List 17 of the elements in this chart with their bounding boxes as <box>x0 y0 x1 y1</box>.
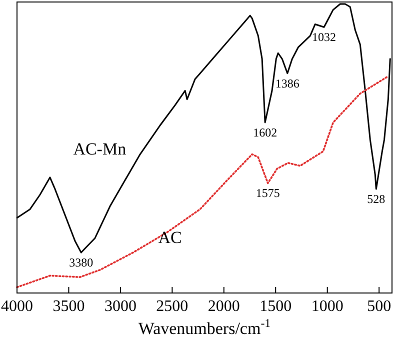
x-tick-label: 1500 <box>260 298 292 315</box>
series-label: AC <box>158 228 182 248</box>
x-tick-label: 2000 <box>208 298 240 315</box>
annotation: 1602 <box>253 125 278 140</box>
annotation: 3380 <box>69 256 94 270</box>
x-axis-title: Wavenumbers/cm$^{-1}$ <box>138 316 271 338</box>
annotation: 528 <box>367 192 386 206</box>
annotation: 1575 <box>256 186 280 200</box>
annotation: 1032 <box>312 30 336 44</box>
x-tick-label: 1000 <box>311 298 344 315</box>
series-label: AC-Mn <box>73 139 127 158</box>
x-tick-label: 4000 <box>1 298 33 315</box>
x-tick-label: 3000 <box>104 298 136 315</box>
x-tick-label: 3500 <box>52 298 85 315</box>
annotation: 1386 <box>275 76 300 90</box>
x-tick-label: 2500 <box>156 298 188 315</box>
x-tick-label: 500 <box>367 298 392 315</box>
